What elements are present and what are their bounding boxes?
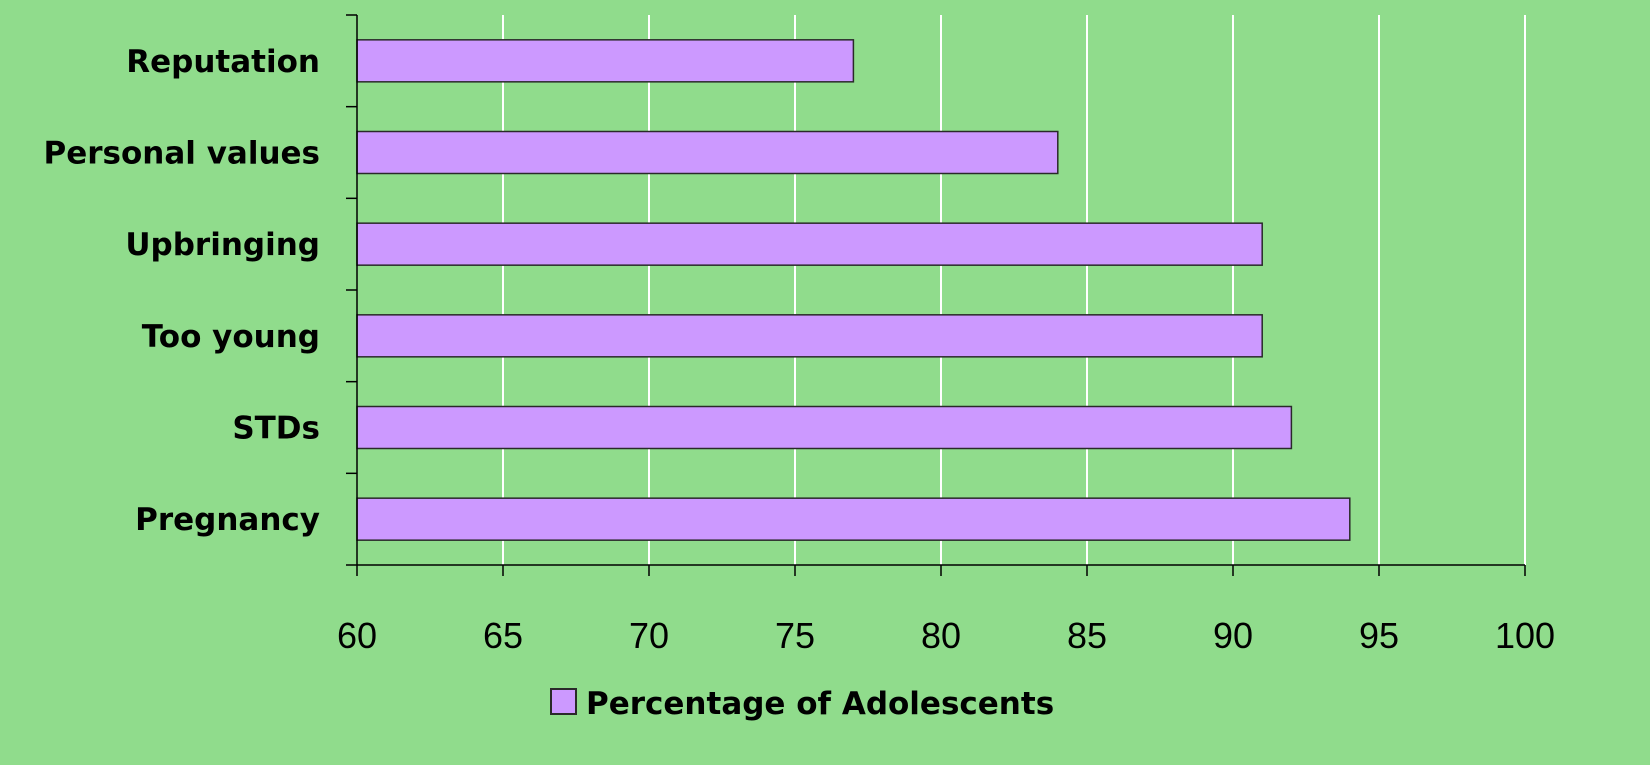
category-label-upbringing: Upbringing xyxy=(125,227,320,263)
category-label-personal-values: Personal values xyxy=(44,136,321,172)
x-tick-label-90: 90 xyxy=(1213,615,1253,656)
x-tick-label-65: 65 xyxy=(483,615,523,656)
bar-reputation xyxy=(356,39,855,83)
x-tick-label-60: 60 xyxy=(337,615,377,656)
gridlines xyxy=(502,15,1526,565)
bar-pregnancy xyxy=(356,497,1351,541)
legend-label: Percentage of Adolescents xyxy=(586,686,1054,722)
bar-stds xyxy=(356,405,1293,450)
x-tick-label-100: 100 xyxy=(1495,615,1555,656)
bar-personal-values xyxy=(356,130,1059,175)
x-tick-label-85: 85 xyxy=(1067,615,1107,656)
category-label-too-young: Too young xyxy=(142,319,320,355)
x-tick-label-70: 70 xyxy=(629,615,669,656)
category-labels: Reputation Personal values Upbringing Too y… xyxy=(44,44,321,538)
bar-upbringing xyxy=(356,222,1263,266)
x-tick-label-75: 75 xyxy=(775,615,815,656)
x-tick-label-80: 80 xyxy=(921,615,961,656)
axes xyxy=(346,14,1526,576)
category-label-stds: STDs xyxy=(232,411,320,447)
legend-swatch xyxy=(550,688,577,715)
bar-too-young xyxy=(356,314,1263,358)
bars xyxy=(356,39,1351,541)
legend: Percentage of Adolescents xyxy=(550,686,1054,722)
tick-labels: 60 65 70 75 80 85 90 95 100 xyxy=(337,615,1555,656)
category-label-pregnancy: Pregnancy xyxy=(135,502,320,538)
category-label-reputation: Reputation xyxy=(126,44,320,80)
x-tick-label-95: 95 xyxy=(1359,615,1399,656)
